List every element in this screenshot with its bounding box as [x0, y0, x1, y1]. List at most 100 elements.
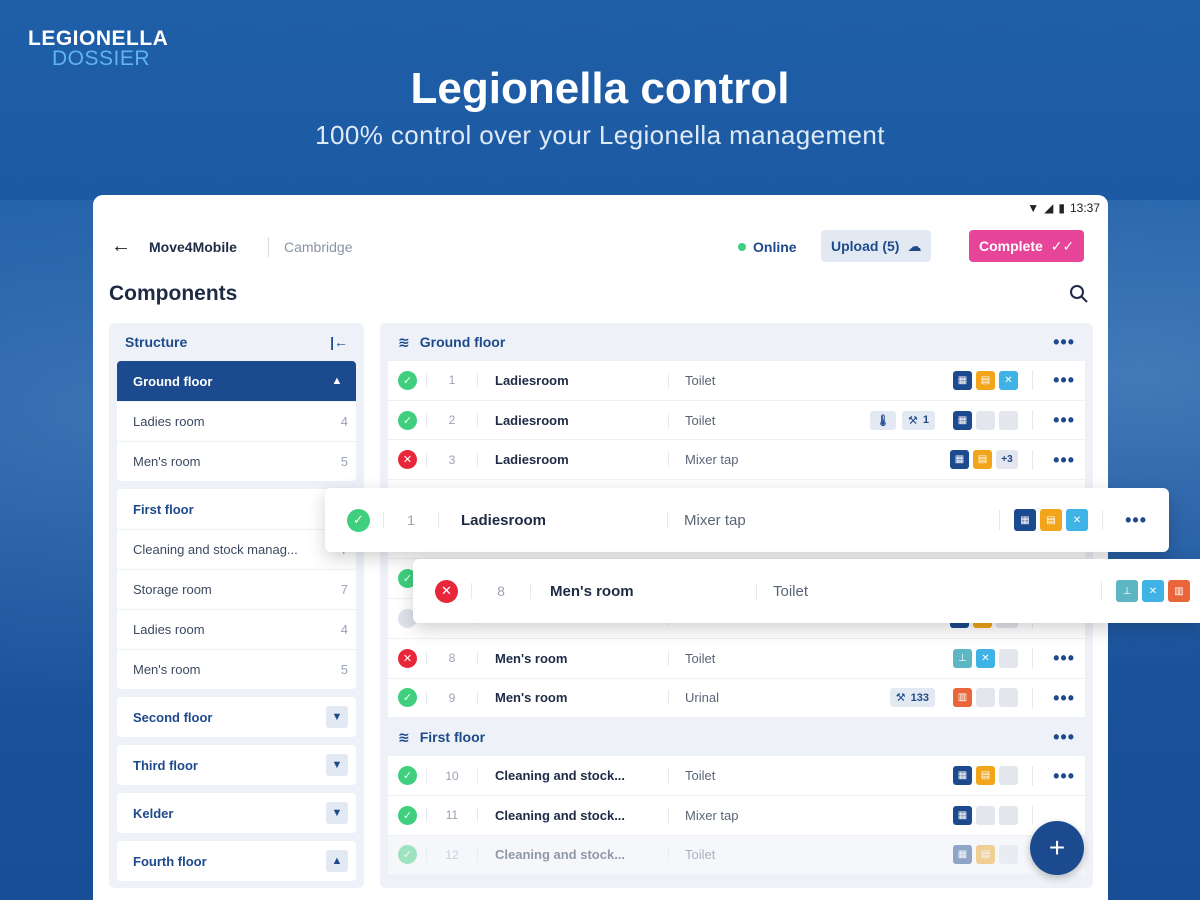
wrench-icon: ⚒: [908, 414, 918, 427]
sidebar-group-fourth-floor[interactable]: Fourth floor ▲: [117, 841, 356, 881]
status-error-icon: ✕: [398, 648, 417, 668]
row-number: 1: [383, 512, 439, 528]
more-icon[interactable]: •••: [1053, 332, 1075, 352]
row-number: 3: [426, 452, 478, 467]
status-pending-icon: [398, 608, 417, 628]
row-type: Mixer tap: [668, 807, 738, 823]
device-icon: ▦: [953, 370, 972, 390]
hero-title: Legionella control: [410, 64, 790, 113]
search-icon[interactable]: [1069, 284, 1089, 310]
double-check-icon: ✓✓: [1050, 237, 1075, 254]
upload-button[interactable]: Upload (5) ☁: [821, 230, 932, 262]
signal-icon: ◢: [1044, 201, 1054, 215]
status-ok-icon: ✓: [398, 370, 417, 390]
item-label: Men's room: [133, 454, 201, 469]
upload-label: Upload (5): [831, 238, 900, 254]
sidebar-item[interactable]: Men's room 5: [117, 649, 356, 689]
row-number: 1: [426, 373, 478, 388]
more-icon[interactable]: •••: [1125, 510, 1147, 530]
dragged-row-card[interactable]: ✕ 8 Men's room Toilet ⊥ ✕ ▥: [413, 559, 1200, 623]
item-label: Cleaning and stock manag...: [133, 542, 298, 557]
section-label: Ground floor: [419, 334, 506, 350]
site-name: Cambridge: [284, 239, 353, 255]
more-icon[interactable]: •••: [1053, 370, 1075, 391]
row-room: Ladiesroom: [495, 372, 569, 388]
structure-sidebar: Structure |← Ground floor ▲ Ladies room 4 …: [109, 323, 364, 888]
cloud-upload-icon: ☁: [907, 237, 922, 254]
item-count: 4: [340, 622, 348, 637]
layers-icon: ≋: [398, 333, 410, 350]
sidebar-group: Third floor ▼: [117, 745, 356, 785]
chip-count: 1: [922, 414, 929, 427]
shower-icon: ▥: [1168, 580, 1190, 602]
device-icon: ▦: [953, 805, 972, 825]
collapse-left-icon[interactable]: |←: [330, 334, 348, 350]
table-row[interactable]: ✓ 2 Ladiesroom Toilet 🌡 ⚒ 1 ▦ •••: [388, 400, 1085, 441]
battery-icon: ▮: [1058, 201, 1065, 215]
clock: 13:37: [1069, 201, 1100, 215]
group-label: Kelder: [133, 805, 174, 821]
row-number: 11: [426, 808, 478, 823]
more-icon[interactable]: •••: [1053, 687, 1075, 708]
more-icon[interactable]: •••: [1053, 449, 1075, 470]
complete-button[interactable]: Complete ✓✓: [969, 230, 1085, 262]
empty-badge: [999, 805, 1018, 825]
status-ok-icon: ✓: [347, 508, 370, 532]
sidebar-item[interactable]: Ladies room 4: [117, 609, 356, 649]
sidebar-group-second-floor[interactable]: Second floor ▼: [117, 697, 356, 737]
table-row[interactable]: ✓ 11 Cleaning and stock... Mixer tap ▦: [388, 795, 1085, 836]
row-number: 8: [426, 651, 478, 666]
empty-badge: [976, 688, 995, 708]
document-icon: ▤: [976, 370, 995, 390]
divider: [1032, 410, 1033, 431]
row-type: Urinal: [668, 690, 719, 706]
table-row[interactable]: ✓ 12 Cleaning and stock... Toilet ▦ ▤: [388, 835, 1085, 876]
chevron-down-icon: ▼: [326, 754, 348, 776]
more-badges-count: +3: [996, 450, 1018, 470]
status-ok-icon: ✓: [398, 569, 417, 589]
sidebar-group-third-floor[interactable]: Third floor ▼: [117, 745, 356, 785]
table-row[interactable]: ✕ 3 Ladiesroom Mixer tap ▦ ▤ +3 •••: [388, 440, 1085, 481]
table-row[interactable]: ✓ 9 Men's room Urinal ⚒ 133 ▥ •••: [388, 678, 1085, 719]
table-row[interactable]: ✓ 10 Cleaning and stock... Toilet ▦ ▤ •••: [388, 756, 1085, 796]
sidebar-item[interactable]: Men's room 5: [117, 441, 356, 481]
table-row[interactable]: ✕ 8 Men's room Toilet ⊥ ✕ •••: [388, 638, 1085, 679]
more-icon[interactable]: •••: [1053, 765, 1075, 786]
sidebar-item[interactable]: Storage room 7: [117, 569, 356, 609]
group-label: First floor: [133, 501, 194, 517]
row-type: Toilet: [668, 847, 715, 863]
row-number: 8: [471, 583, 531, 599]
sidebar-group-first-floor[interactable]: First floor: [117, 489, 356, 529]
more-icon[interactable]: •••: [1053, 410, 1075, 431]
wrench-icon: ⚒: [895, 692, 906, 705]
sidebar-group: Kelder ▼: [117, 793, 356, 833]
sidebar-group: Second floor ▼: [117, 697, 356, 737]
sidebar-group-ground-floor[interactable]: Ground floor ▲: [117, 361, 356, 401]
more-icon[interactable]: •••: [1053, 727, 1075, 748]
status-error-icon: ✕: [398, 450, 417, 470]
sidebar-group-kelder[interactable]: Kelder ▼: [117, 793, 356, 833]
section-label: First floor: [419, 729, 486, 746]
sidebar-item[interactable]: Ladies room 4: [117, 401, 356, 441]
device-icon: ▦: [953, 766, 972, 786]
status-bar: ▼ ◢ ▮ 13:37: [1027, 201, 1100, 215]
status-error-icon: ✕: [435, 579, 458, 603]
device-icon: ▦: [1014, 509, 1036, 531]
more-icon[interactable]: •••: [1053, 648, 1075, 669]
table-row[interactable]: ✓ 1 Ladiesroom Toilet ▦ ▤ ✕ •••: [388, 361, 1085, 401]
item-label: Men's room: [133, 662, 201, 677]
group-label: Third floor: [133, 757, 198, 773]
add-fab-button[interactable]: +: [1030, 821, 1084, 875]
top-bar: ← Move4Mobile Cambridge Online Upload (5…: [93, 227, 1108, 267]
chip-count: 133: [910, 691, 929, 704]
sidebar-item[interactable]: Cleaning and stock manag...7: [117, 529, 356, 569]
dragged-row-card[interactable]: ✓ 1 Ladiesroom Mixer tap ▦ ▤ ✕ •••: [325, 488, 1169, 552]
divider: [1032, 687, 1033, 708]
sidebar-group: Ground floor ▲ Ladies room 4 Men's room 5: [117, 361, 356, 481]
row-number: 12: [426, 847, 478, 862]
section-header-first-floor: ≋ First floor •••: [388, 718, 1085, 756]
tools-icon: ✕: [976, 648, 995, 668]
wrench-count-chip: ⚒ 1: [902, 410, 935, 430]
back-arrow-icon[interactable]: ←: [111, 235, 131, 257]
group-label: Second floor: [133, 709, 213, 725]
